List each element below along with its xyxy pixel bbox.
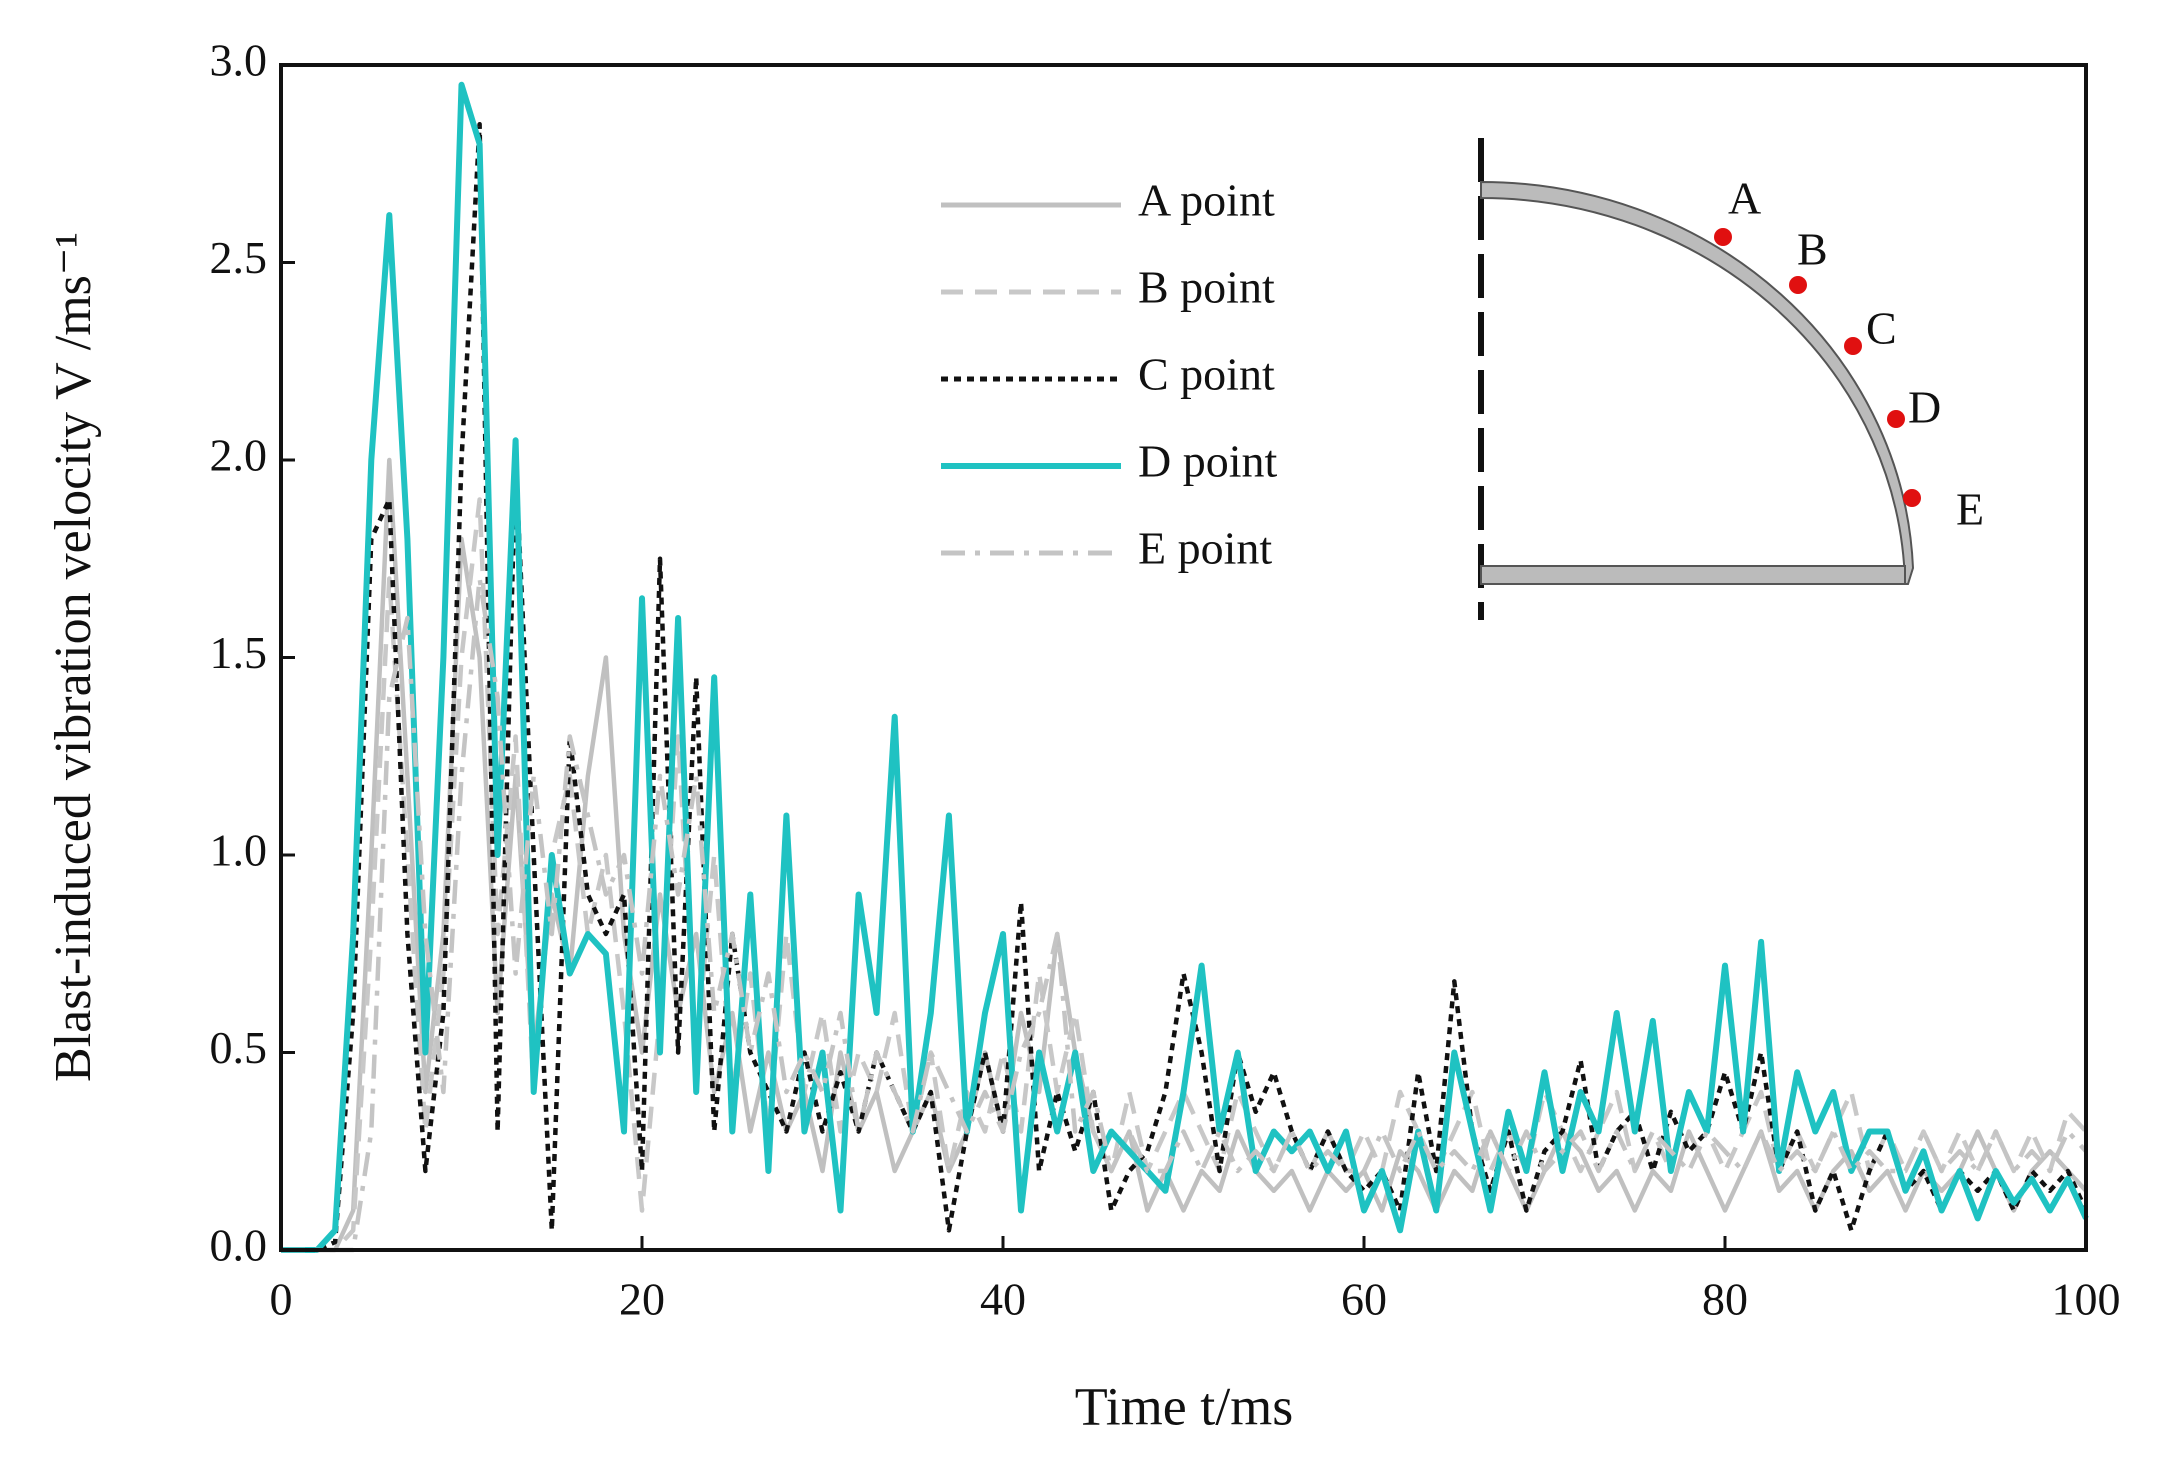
legend-label: B point [1138,262,1275,313]
lining-arc [1480,180,1915,585]
point-b [1789,276,1807,294]
y-tick-label: 1.0 [210,825,268,876]
x-tick-label: 0 [270,1274,293,1325]
series-line [281,457,2088,1253]
point-e [1903,489,1921,507]
point-d [1887,410,1905,428]
x-tick-label: 20 [619,1274,665,1325]
x-tick-label: 100 [2052,1274,2121,1325]
inset-label: E [1956,484,1984,535]
series-line [281,81,2089,1253]
series-line [281,576,2088,1253]
x-tick-label: 60 [1341,1274,1387,1325]
legend-label: C point [1138,349,1275,400]
y-tick-label: 1.5 [210,627,268,678]
legend-label: A point [1138,175,1275,226]
series-line [281,497,2088,1253]
point-a [1714,228,1732,246]
y-tick-label: 2.5 [210,232,268,283]
x-tick-label: 80 [1702,1274,1748,1325]
inset-diagram: A B C D E [1478,138,1984,620]
inset-label: B [1797,224,1828,275]
inset-label: A [1728,173,1761,224]
y-axis-label: Blast-induced vibration velocity V /ms⁻¹ [45,232,102,1082]
x-tick-label: 40 [980,1274,1026,1325]
y-tick-label: 0.5 [210,1022,268,1073]
inset-label: C [1866,303,1897,354]
y-tick-label: 3.0 [210,35,268,86]
y-tick-label: 0.0 [210,1220,268,1271]
point-c [1844,337,1862,355]
x-axis-label: Time t/ms [1075,1376,1294,1436]
legend-label: D point [1138,436,1278,487]
inset-label: D [1908,382,1941,433]
lining-floor [1480,565,1906,585]
y-tick-label: 2.0 [210,430,268,481]
legend-label: E point [1138,523,1272,574]
